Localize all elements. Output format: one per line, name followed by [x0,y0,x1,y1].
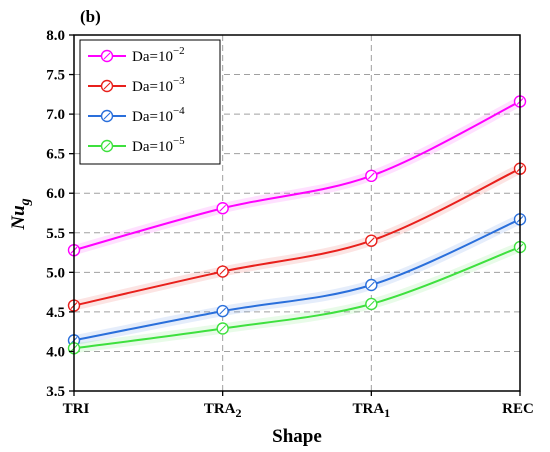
data-point-mark [367,237,375,245]
legend-label: Da=10−4 [132,105,185,125]
series-2 [67,162,527,312]
series-layer [67,95,527,355]
legend-label: Da=10−2 [132,45,185,65]
legend-marker-mark [103,142,111,150]
y-tick-label: 8.0 [46,28,65,44]
x-tick-label: REC [502,401,534,417]
data-point-mark [367,172,375,180]
x-tick-label: TRA2 [204,401,242,420]
y-axis-title: Nug [8,198,33,230]
legend-marker-mark [103,112,111,120]
y-axis-title-sub: g [18,198,33,206]
data-point-mark [367,300,375,308]
axis-layer: 3.5 4.0 4.5 5.0 5.5 6.0 6.5 7.0 7.5 8.0 TRI TRA2 TRA… [46,28,534,420]
legend-marker-mark [103,82,111,90]
data-point-mark [219,268,227,275]
legend-entry: Da=10−3 [88,75,185,95]
y-tick-label: 3.5 [46,384,65,400]
y-tick-label: 7.5 [46,68,65,84]
data-point-mark [219,204,227,212]
data-point-mark [367,281,375,289]
series-line [73,167,521,307]
y-tick-label: 6.0 [46,186,65,202]
data-point-mark [219,307,227,315]
y-tick-label: 7.0 [46,107,65,123]
series-line [73,100,521,252]
legend-entry: Da=10−5 [88,135,185,155]
series-line [73,218,521,342]
x-tick-label: TRI [63,401,90,417]
x-tick-label: TRA1 [352,401,390,420]
y-tick-label: 6.5 [46,147,65,163]
series-4 [67,240,527,355]
y-axis-title-main: Nu [8,205,29,230]
data-point-mark [219,325,227,332]
legend-label: Da=10−3 [132,75,185,95]
legend-entry: Da=10−4 [88,105,185,125]
plot-frame [73,34,521,392]
legend: Da=10−2 Da=10−3 Da=10−4 Da=10−5 [79,39,221,165]
legend-marker-mark [103,52,111,60]
x-axis-title: Shape [272,426,322,447]
series-line [73,246,521,350]
y-tick-label: 4.5 [46,305,65,321]
y-tick-label: 4.0 [46,344,65,360]
y-tick-label: 5.0 [46,265,65,281]
svg-text:Nug: Nug [8,198,33,230]
y-tick-label: 5.5 [46,226,65,242]
legend-entry: Da=10−2 [88,45,185,65]
legend-label: Da=10−5 [132,135,185,155]
panel-label: (b) [80,7,101,26]
series-3 [67,213,527,347]
